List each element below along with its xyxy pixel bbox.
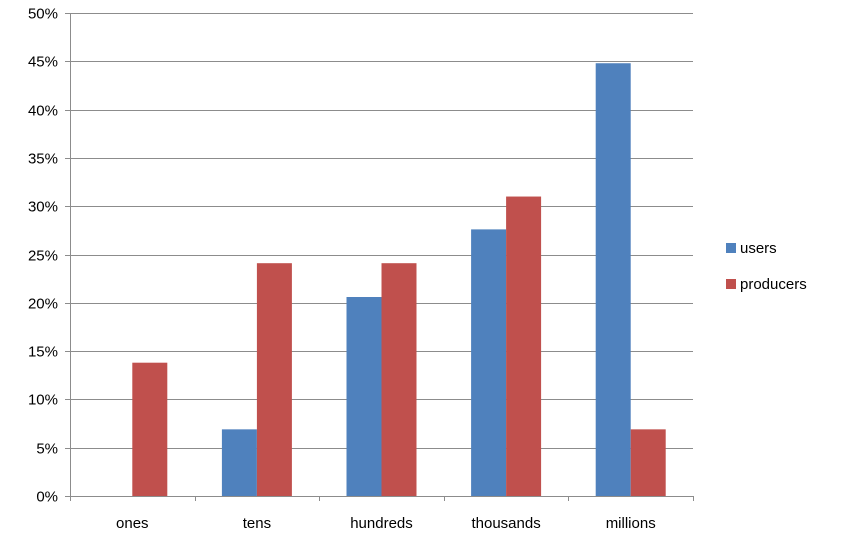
bar-producers-thousands <box>506 196 542 497</box>
y-tick-label: 40% <box>28 103 58 120</box>
y-tick-label: 0% <box>36 489 58 506</box>
bar-producers-tens <box>256 263 292 496</box>
legend-label-producers: producers <box>740 276 807 293</box>
bar-users-hundreds <box>346 297 382 496</box>
y-tick-label: 30% <box>28 199 58 216</box>
legend-swatch-users <box>726 243 736 253</box>
y-tick-label: 35% <box>28 151 58 168</box>
x-tick-label: hundreds <box>350 515 413 532</box>
legend: users producers <box>726 240 807 293</box>
x-tick-label: tens <box>243 515 271 532</box>
y-tick-label: 15% <box>28 344 58 361</box>
x-tick-label: thousands <box>471 515 540 532</box>
y-tick-label: 20% <box>28 296 58 313</box>
y-tick-labels: 0% 5% 10% 15% 20% 25% 30% 35% 40% 45% 50% <box>28 6 58 506</box>
bar-producers-ones <box>132 362 168 496</box>
x-tick-label: millions <box>606 515 656 532</box>
legend-swatch-producers <box>726 279 736 289</box>
bar-producers-hundreds <box>381 263 417 496</box>
y-tick-label: 5% <box>36 441 58 458</box>
legend-label-users: users <box>740 240 777 257</box>
y-tick-label: 10% <box>28 392 58 409</box>
bars <box>132 63 666 497</box>
bar-producers-millions <box>630 429 666 496</box>
axes <box>65 13 694 501</box>
bar-users-millions <box>595 63 631 497</box>
x-tick-labels: ones tens hundreds thousands millions <box>116 515 656 532</box>
gridlines <box>70 13 693 449</box>
y-tick-label: 25% <box>28 248 58 265</box>
bar-users-thousands <box>471 229 507 496</box>
y-tick-label: 50% <box>28 6 58 23</box>
y-tick-label: 45% <box>28 54 58 71</box>
bar-users-tens <box>221 429 257 496</box>
x-tick-label: ones <box>116 515 149 532</box>
